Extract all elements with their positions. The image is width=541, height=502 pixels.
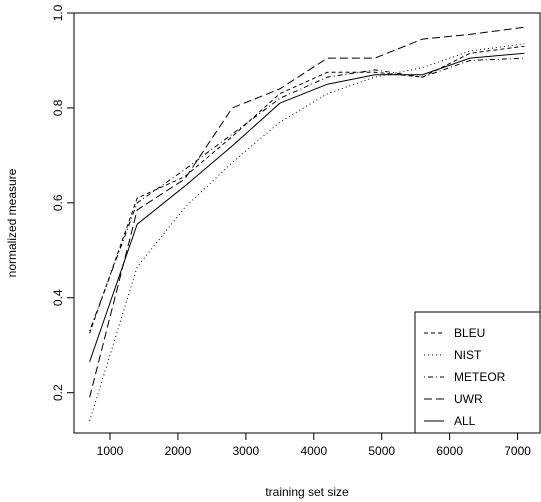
legend: BLEU NIST METEOR UWR ALL xyxy=(414,311,541,434)
x-axis-title: training set size xyxy=(265,485,349,499)
x-tick-label: 6000 xyxy=(436,444,463,458)
legend-box xyxy=(414,311,541,434)
legend-label-uwr: UWR xyxy=(454,392,483,406)
x-axis: 1000 2000 3000 4000 5000 6000 7000 xyxy=(97,433,531,458)
series-line-all xyxy=(89,52,525,362)
y-tick-label: 0.2 xyxy=(51,384,65,401)
plot-frame xyxy=(73,12,541,434)
legend-label-meteor: METEOR xyxy=(454,370,506,384)
y-axis: 0.2 0.4 0.6 0.8 1.0 xyxy=(51,4,74,401)
x-tick-label: 5000 xyxy=(368,444,395,458)
x-tick-label: 3000 xyxy=(233,444,260,458)
x-tick-label: 1000 xyxy=(97,444,124,458)
y-tick-label: 0.6 xyxy=(51,194,65,211)
legend-label-nist: NIST xyxy=(454,348,482,362)
x-tick-label: 2000 xyxy=(165,444,192,458)
series-line-bleu xyxy=(89,45,525,334)
y-tick-label: 0.4 xyxy=(51,289,65,306)
legend-label-all: ALL xyxy=(454,414,476,428)
series-lines xyxy=(89,26,525,422)
series-line-uwr xyxy=(89,26,525,398)
y-axis-title: normalized measure xyxy=(5,168,19,277)
x-tick-label: 7000 xyxy=(504,444,531,458)
x-tick-label: 4000 xyxy=(300,444,327,458)
legend-label-bleu: BLEU xyxy=(454,326,485,340)
series-line-nist xyxy=(89,43,525,422)
y-tick-label: 1.0 xyxy=(51,4,65,21)
series-line-meteor xyxy=(89,57,525,332)
y-tick-label: 0.8 xyxy=(51,99,65,116)
